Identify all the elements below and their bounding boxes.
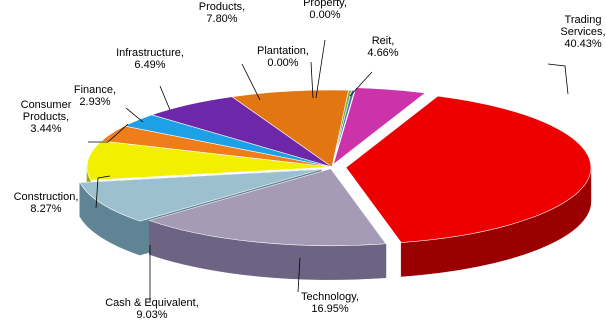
leader-line-finance xyxy=(125,107,144,123)
slice-label-trading-services: Trading Services, 40.43% xyxy=(560,14,605,50)
slice-label-line: Plantation, xyxy=(257,45,309,57)
slice-label-line: Property, xyxy=(303,0,347,9)
leader-line-trading-services xyxy=(547,63,569,95)
label-leader-lines xyxy=(88,39,569,302)
leader-line-plantation xyxy=(310,61,314,99)
slice-label-line: Reit, xyxy=(372,35,395,47)
leader-line-consumer-products xyxy=(88,123,129,143)
slice-label-line: 6.49% xyxy=(134,59,165,71)
slice-label-line: Technology, xyxy=(301,291,359,303)
slice-label-line: 4.66% xyxy=(367,47,398,59)
slice-label-line: Services, xyxy=(560,26,605,38)
pie-slice-tops xyxy=(79,87,592,247)
slice-label-plantation: Plantation, 0.00% xyxy=(257,45,309,69)
slice-label-line: Consumer xyxy=(21,99,72,111)
leader-line-technology xyxy=(297,257,301,293)
slice-label-line: Finance, xyxy=(74,84,116,96)
slice-label-line: 40.43% xyxy=(564,38,602,50)
leader-line-property xyxy=(315,39,326,99)
slice-label-property: Property, 0.00% xyxy=(303,0,347,21)
pie-slice-technology xyxy=(148,168,387,247)
pie-slice-property xyxy=(331,89,355,168)
leader-line-construction xyxy=(95,175,111,209)
slice-labels: Trading Services, 40.43% Technology, 16.95% C… xyxy=(14,0,606,321)
slice-label-line: Products, xyxy=(199,1,245,13)
slice-label-reit: Reit, 4.66% xyxy=(367,35,398,59)
slice-label-line: 16.95% xyxy=(311,303,349,315)
slice-label-technology: Technology, 16.95% xyxy=(301,291,359,315)
pie-slice-cash-equivalent xyxy=(79,169,322,222)
slice-label-construction: Construction, 8.27% xyxy=(14,191,79,215)
slice-label-line: 3.44% xyxy=(30,123,61,135)
slice-label-line: Construction, xyxy=(14,191,79,203)
slice-label-line: 7.80% xyxy=(206,13,237,25)
pie-slice-industrial-products xyxy=(231,89,350,168)
slice-label-line: Trading xyxy=(565,14,602,26)
slice-label-line: 0.00% xyxy=(267,57,298,69)
slice-label-infrastructure: Infrastructure, 6.49% xyxy=(116,47,184,71)
slice-label-line: Industrial xyxy=(200,0,245,1)
leader-line-reit xyxy=(349,71,373,97)
slice-label-line: 9.03% xyxy=(136,309,167,321)
slice-label-line: Products, xyxy=(23,111,69,123)
slice-label-line: Cash & Equivalent, xyxy=(105,297,199,309)
slice-label-cash-equivalent: Cash & Equivalent, 9.03% xyxy=(105,297,199,321)
slice-label-industrial-products: IndustrialProducts,7.80% xyxy=(199,0,245,25)
pie-slice-reit xyxy=(332,87,426,166)
pie-slice-trading-services xyxy=(345,95,592,243)
slice-label-line: 2.93% xyxy=(79,96,110,108)
leader-line-infrastructure xyxy=(159,85,171,111)
slice-label-line: 8.27% xyxy=(30,203,61,215)
leader-line-industrial-products xyxy=(241,63,261,101)
slice-label-line: 0.00% xyxy=(309,9,340,21)
slice-label-finance: Finance, 2.93% xyxy=(74,84,116,108)
slice-label-line: Infrastructure, xyxy=(116,47,184,59)
slice-label-consumer-products: Consumer Products, 3.44% xyxy=(21,99,72,135)
